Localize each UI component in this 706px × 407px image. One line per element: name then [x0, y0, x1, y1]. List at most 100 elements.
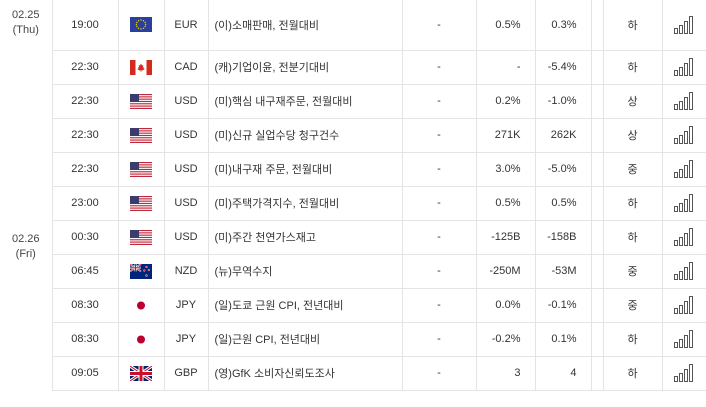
flag-jp-icon — [130, 297, 152, 313]
event-name[interactable]: (일)근원 CPI, 전년대비 — [208, 322, 403, 357]
table-row: 23:00 USD (미)주택가격지수, 전월대비 - 0.5% 0.5% 하 — [0, 186, 706, 221]
time-cell: 09:05 — [52, 356, 119, 391]
event-name[interactable]: (미)신규 실업수당 청구건수 — [208, 118, 403, 153]
importance-cell: - — [402, 0, 477, 51]
currency-cell: GBP — [164, 356, 209, 391]
previous-value — [591, 322, 604, 357]
flag-ca-icon — [130, 59, 152, 75]
currency-cell: EUR — [164, 0, 209, 51]
event-name[interactable]: (이)소매판매, 전월대비 — [208, 0, 403, 51]
forecast-value: 262K — [535, 118, 592, 153]
table-row: 09:05 GBP (영)GfK 소비자신뢰도조사 - 3 4 하 — [0, 356, 706, 391]
event-name[interactable]: (미)핵심 내구재주문, 전월대비 — [208, 84, 403, 119]
actual-value: 0.0% — [476, 288, 536, 323]
impact-level: 하 — [603, 50, 663, 85]
importance-cell: - — [402, 254, 477, 289]
bar-chart-icon[interactable] — [673, 125, 695, 145]
importance-cell: - — [402, 322, 477, 357]
importance-cell: - — [402, 220, 477, 255]
previous-value — [591, 220, 604, 255]
forecast-value: -158B — [535, 220, 592, 255]
table-row: 22:30 USD (미)신규 실업수당 청구건수 - 271K 262K 상 — [0, 118, 706, 153]
previous-value — [591, 84, 604, 119]
impact-level: 하 — [603, 356, 663, 391]
flag-us-icon — [130, 195, 152, 211]
event-name[interactable]: (영)GfK 소비자신뢰도조사 — [208, 356, 403, 391]
importance-cell: - — [402, 356, 477, 391]
flag-jp-icon — [130, 331, 152, 347]
forecast-value: -5.4% — [535, 50, 592, 85]
forecast-value: -0.1% — [535, 288, 592, 323]
forecast-value: -5.0% — [535, 152, 592, 187]
event-name[interactable]: (미)주택가격지수, 전월대비 — [208, 186, 403, 221]
actual-value: 3.0% — [476, 152, 536, 187]
table-row: 06:45 NZD (뉴)무역수지 - -250M -53M 중 — [0, 254, 706, 289]
previous-value — [591, 356, 604, 391]
table-row: 22:30 USD (미)핵심 내구재주문, 전월대비 - 0.2% -1.0%… — [0, 84, 706, 119]
currency-cell: JPY — [164, 288, 209, 323]
date-cell: 02.25 (Thu) — [0, 0, 53, 220]
flag-nz-icon — [130, 263, 152, 279]
flag-us-icon — [130, 161, 152, 177]
previous-value — [591, 288, 604, 323]
date-cell: 02.26 (Fri) — [0, 220, 53, 390]
impact-level: 중 — [603, 152, 663, 187]
bar-chart-icon[interactable] — [673, 159, 695, 179]
forecast-value: -1.0% — [535, 84, 592, 119]
time-cell: 23:00 — [52, 186, 119, 221]
currency-cell: USD — [164, 152, 209, 187]
bar-chart-icon[interactable] — [673, 91, 695, 111]
actual-value: 0.5% — [476, 186, 536, 221]
event-name[interactable]: (일)도쿄 근원 CPI, 전년대비 — [208, 288, 403, 323]
previous-value — [591, 254, 604, 289]
bar-chart-icon[interactable] — [673, 363, 695, 383]
bar-chart-icon[interactable] — [673, 329, 695, 349]
event-name[interactable]: (캐)기업이윤, 전분기대비 — [208, 50, 403, 85]
time-cell: 06:45 — [52, 254, 119, 289]
impact-level: 상 — [603, 84, 663, 119]
currency-cell: CAD — [164, 50, 209, 85]
time-cell: 22:30 — [52, 152, 119, 187]
impact-level: 중 — [603, 288, 663, 323]
bar-chart-icon[interactable] — [673, 193, 695, 213]
previous-value — [591, 118, 604, 153]
event-name[interactable]: (미)내구재 주문, 전월대비 — [208, 152, 403, 187]
bar-chart-icon[interactable] — [673, 227, 695, 247]
flag-us-icon — [130, 229, 152, 245]
time-cell: 08:30 — [52, 322, 119, 357]
importance-cell: - — [402, 186, 477, 221]
impact-level: 하 — [603, 186, 663, 221]
forecast-value: 4 — [535, 356, 592, 391]
previous-value — [591, 152, 604, 187]
currency-cell: USD — [164, 118, 209, 153]
table-row: 02.25 (Thu) 19:00 EUR (이)소매판매, 전월대비 - 0.5… — [0, 0, 706, 220]
table-row: 22:30 USD (미)내구재 주문, 전월대비 - 3.0% -5.0% 중 — [0, 152, 706, 187]
importance-cell: - — [402, 152, 477, 187]
previous-value — [591, 50, 604, 85]
currency-cell: JPY — [164, 322, 209, 357]
bar-chart-icon[interactable] — [673, 15, 695, 35]
impact-level: 하 — [603, 220, 663, 255]
importance-cell: - — [402, 288, 477, 323]
previous-value — [591, 186, 604, 221]
importance-cell: - — [402, 84, 477, 119]
flag-us-icon — [130, 127, 152, 143]
currency-cell: USD — [164, 220, 209, 255]
time-cell: 00:30 — [52, 220, 119, 255]
table-row: 08:30 JPY (일)근원 CPI, 전년대비 - -0.2% 0.1% 하 — [0, 322, 706, 357]
actual-value: - — [476, 50, 536, 85]
bar-chart-icon[interactable] — [673, 57, 695, 77]
impact-level: 상 — [603, 118, 663, 153]
actual-value: -125B — [476, 220, 536, 255]
bar-chart-icon[interactable] — [673, 261, 695, 281]
time-cell: 22:30 — [52, 84, 119, 119]
impact-level: 하 — [603, 322, 663, 357]
event-name[interactable]: (미)주간 천연가스재고 — [208, 220, 403, 255]
time-cell: 19:00 — [52, 0, 119, 51]
event-name[interactable]: (뉴)무역수지 — [208, 254, 403, 289]
time-cell: 22:30 — [52, 50, 119, 85]
actual-value: -250M — [476, 254, 536, 289]
actual-value: -0.2% — [476, 322, 536, 357]
flag-eu-icon — [130, 17, 152, 33]
bar-chart-icon[interactable] — [673, 295, 695, 315]
